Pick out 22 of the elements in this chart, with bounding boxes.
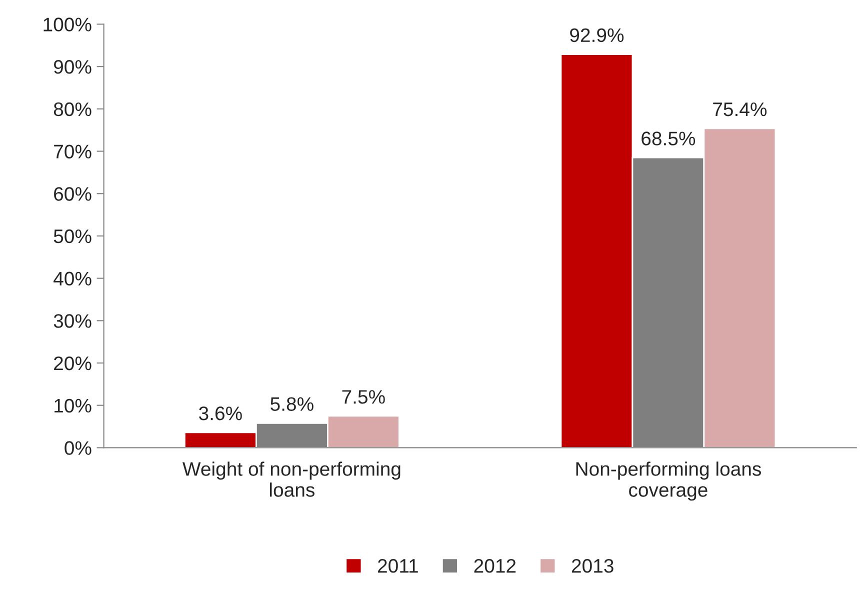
y-tick-label: 90% (54, 60, 92, 74)
x-tick-label: Non-performing loans coverage (576, 462, 762, 501)
x-tick-label: Weight of non-performing loans (182, 462, 400, 497)
y-tick-label: 40% (54, 272, 92, 286)
y-tick-label: 80% (54, 102, 92, 116)
data-label: 5.8% (270, 397, 314, 411)
y-tick-label: 10% (54, 398, 92, 413)
y-tick-label: 0% (64, 441, 92, 455)
y-tick-label: 50% (54, 229, 92, 244)
y-tick-label: 20% (54, 356, 92, 370)
y-tick-label: 70% (54, 144, 92, 158)
data-label: 75.4% (713, 102, 767, 116)
legend-label: 2013 (572, 558, 614, 573)
data-label: 3.6% (199, 406, 242, 420)
legend-label: 2012 (474, 558, 516, 573)
data-label: 68.5% (642, 132, 696, 146)
legend-label: 2011 (378, 558, 418, 573)
data-label: 92.9% (570, 28, 624, 42)
y-tick-label: 60% (54, 187, 92, 201)
y-tick-label: 30% (54, 314, 92, 328)
data-label: 7.5% (342, 390, 385, 404)
y-tick-label: 100% (44, 18, 92, 32)
